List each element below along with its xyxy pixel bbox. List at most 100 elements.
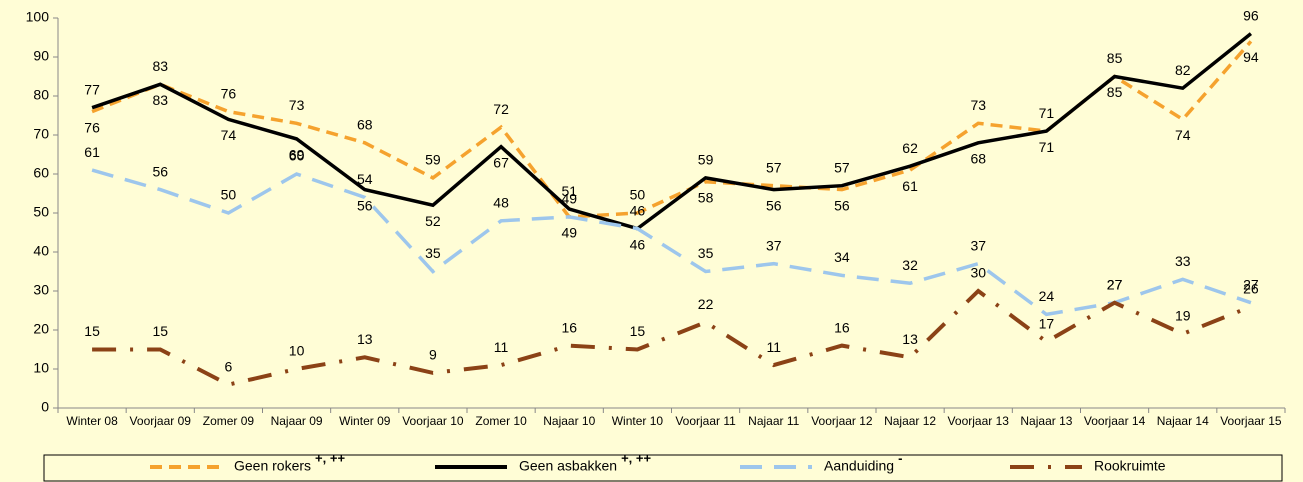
data-label: 30 [970,265,986,281]
data-label: 57 [834,159,850,175]
data-label: 68 [357,117,373,133]
data-label: 94 [1243,49,1259,65]
data-label: 59 [698,152,714,168]
x-tick-label sm: Voorjaar 10 [402,414,464,428]
y-tick-label: 90 [33,48,49,64]
data-label: 46 [630,202,646,218]
x-tick-label sm: Voorjaar 09 [130,414,192,428]
x-tick-label sm: Najaar 12 [884,414,936,428]
x-tick-label sm: Winter 10 [612,414,664,428]
data-label: 24 [1039,288,1055,304]
x-tick-label sm: Voorjaar 15 [1220,414,1282,428]
data-label: 49 [561,191,577,207]
data-label: 56 [766,197,782,213]
x-tick-label sm: Zomer 10 [475,414,527,428]
data-label: 50 [630,187,646,203]
y-tick-label: 80 [33,87,49,103]
data-label: 69 [289,147,305,163]
legend-label: Aanduiding [824,458,894,474]
data-label: 59 [425,152,441,168]
data-label: 34 [834,249,850,265]
data-label: 68 [970,151,986,167]
data-label: 56 [152,163,168,179]
data-label: 16 [834,319,850,335]
data-label: 48 [493,195,509,211]
data-label: 74 [1175,127,1191,143]
data-label: 58 [698,190,714,206]
data-label: 60 [289,148,305,164]
legend-note: +, ++ [621,450,651,465]
data-label: 16 [561,319,577,335]
y-tick-label: 40 [33,243,49,259]
data-label: 37 [970,237,986,253]
data-label: 56 [357,197,373,213]
data-label: 49 [561,225,577,241]
x-tick-label sm: Voorjaar 12 [811,414,873,428]
data-label: 6 [225,358,233,374]
data-label: 76 [84,119,100,135]
data-label: 61 [902,178,918,194]
x-tick-label sm: Zomer 09 [203,414,255,428]
y-tick-label: 50 [33,204,49,220]
data-label: 9 [429,347,437,363]
data-label: 22 [698,296,714,312]
data-label: 54 [357,171,373,187]
data-label: 85 [1107,84,1123,100]
data-label: 11 [494,339,509,355]
data-label: 96 [1243,7,1259,23]
data-label: 26 [1243,280,1259,296]
data-label: 33 [1175,253,1191,269]
data-label: 15 [152,323,168,339]
legend-label: Rookruimte [1094,458,1166,474]
data-label: 62 [902,140,918,156]
data-label: 13 [902,331,918,347]
data-label: 27 [1243,276,1259,292]
data-label: 73 [970,97,986,113]
data-label: 50 [221,187,237,203]
data-label: 17 [1039,315,1055,331]
data-label: 73 [289,97,305,113]
series-line [91,168,1252,317]
data-label: 56 [834,197,850,213]
x-tick-label sm: Najaar 10 [543,414,595,428]
data-label: 10 [289,343,305,359]
data-label: 72 [493,101,509,117]
data-label: 27 [1107,276,1123,292]
data-label: 74 [221,127,237,143]
data-label: 15 [84,323,100,339]
series-line [91,32,1253,231]
y-tick-label: 30 [33,282,49,298]
data-label: 27 [1107,276,1123,292]
y-tick-label: 20 [33,321,49,337]
data-label: 85 [1107,50,1123,66]
data-label: 35 [698,245,714,261]
data-label: 19 [1175,308,1191,324]
data-label: 83 [152,58,168,74]
x-tick-label sm: Voorjaar 11 [675,414,736,428]
data-label: 83 [152,92,168,108]
x-tick-label sm: Voorjaar 14 [1084,414,1146,428]
series-line [92,288,1252,387]
y-tick-label: 0 [41,399,49,415]
data-label: 71 [1039,105,1055,121]
x-tick-label sm: Winter 08 [66,414,118,428]
data-label: 15 [630,323,646,339]
legend-note: - [898,450,902,465]
data-label: 71 [1039,139,1055,155]
data-label: 46 [630,236,646,252]
data-label: 32 [902,257,918,273]
y-tick-label: 60 [33,165,49,181]
data-label: 13 [357,331,373,347]
data-label: 11 [766,339,781,355]
x-tick-label sm: Najaar 14 [1157,414,1209,428]
y-tick-label: 10 [33,360,49,376]
data-label: 77 [84,81,100,97]
x-tick-label sm: Najaar 13 [1020,414,1072,428]
series-line [91,40,1253,219]
y-tick-label: 100 [26,9,50,25]
data-label: 82 [1175,62,1191,78]
data-label: 61 [84,144,100,160]
data-label: 35 [425,245,441,261]
